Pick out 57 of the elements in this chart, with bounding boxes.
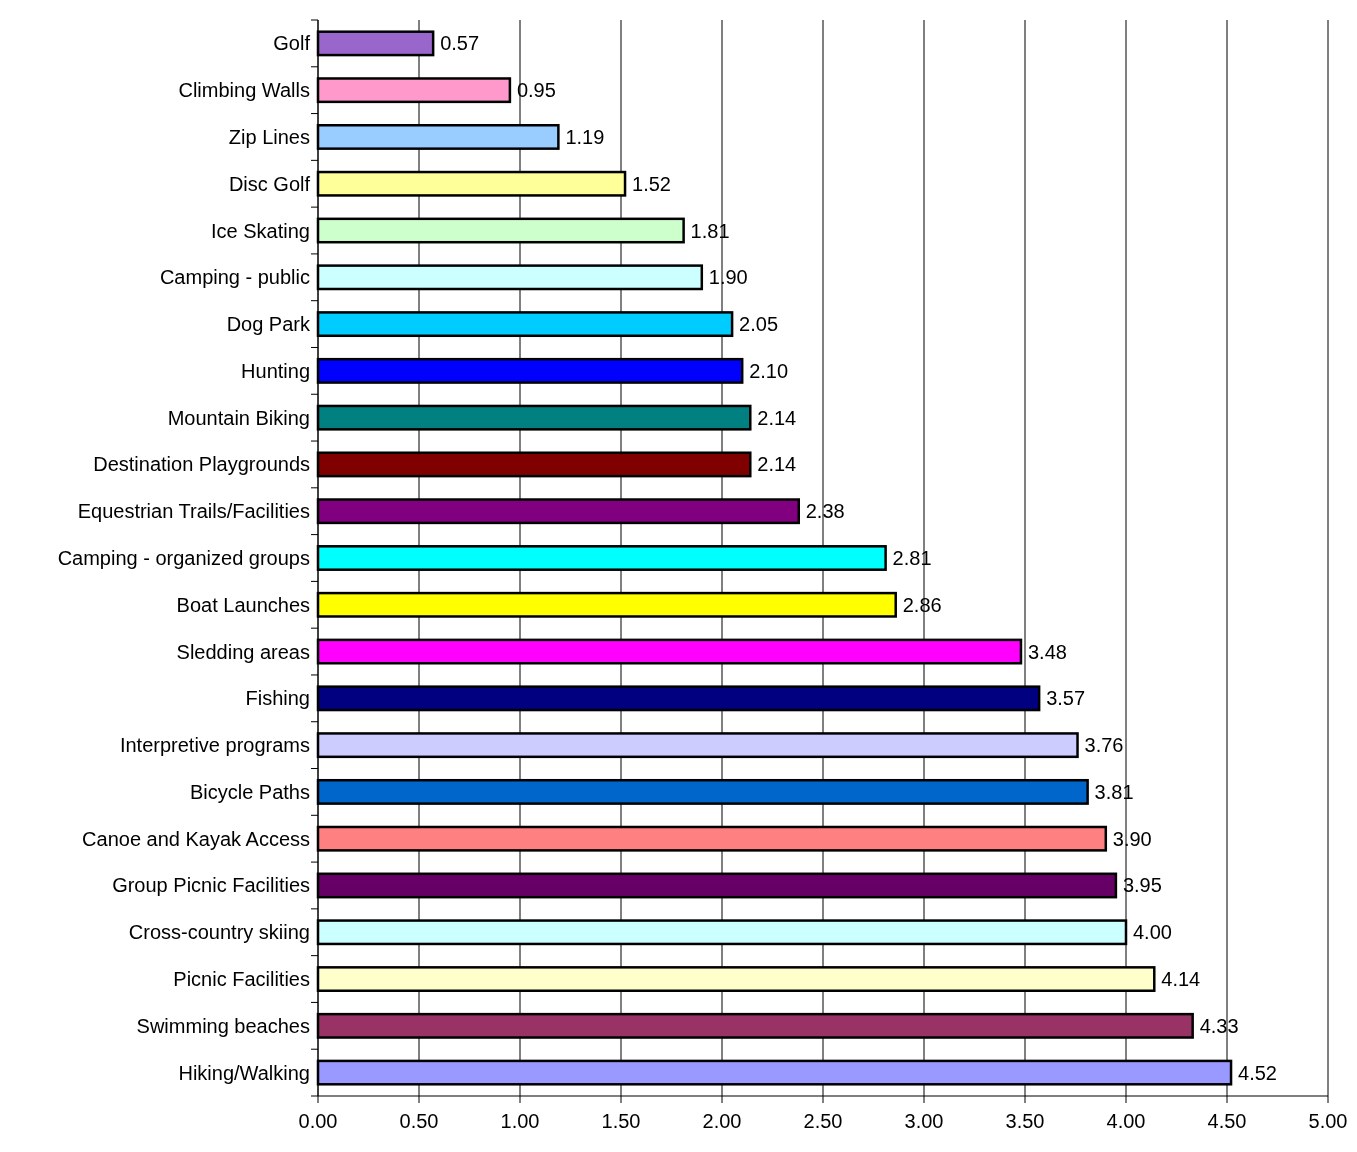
y-tick-label: Climbing Walls [178,79,310,102]
x-tick-label: 3.50 [1005,1110,1045,1132]
data-label: 1.90 [708,266,748,289]
data-label: 4.52 [1238,1061,1277,1084]
x-tick-label: 5.00 [1308,1110,1348,1132]
y-tick-label: Zip Lines [228,125,310,148]
x-tick-label: 1.00 [500,1110,540,1132]
y-tick-label: Hunting [241,359,310,382]
x-tick-label: 4.00 [1106,1110,1146,1132]
y-tick-label: Camping - public [159,266,310,289]
data-label: 3.90 [1112,827,1152,850]
data-label: 3.81 [1094,780,1134,803]
data-label: 1.81 [690,219,730,242]
data-label: 3.76 [1084,734,1124,757]
data-label: 2.10 [749,359,789,382]
data-label: 3.95 [1122,874,1162,897]
y-tick-label: Golf [273,32,311,55]
y-tick-label: Disc Golf [228,172,311,195]
x-tick-label: 0.00 [298,1110,338,1132]
x-tick-label: 0.50 [399,1110,439,1132]
data-label: 0.95 [516,79,556,102]
x-tick-label: 3.00 [904,1110,944,1132]
y-tick-label: Boat Launches [176,593,310,616]
y-tick-label: Camping - organized groups [57,547,310,569]
data-label: 4.33 [1199,1014,1239,1037]
y-tick-label: Swimming beaches [136,1014,310,1037]
data-label: 1.19 [565,125,605,148]
y-tick-label: Group Picnic Facilities [112,874,310,897]
data-label: 3.57 [1046,687,1086,710]
data-label: 0.57 [440,32,480,55]
data-label: 2.14 [757,453,797,476]
y-tick-label: Dog Park [226,313,311,336]
data-label: 1.52 [632,172,671,195]
y-tick-label: Equestrian Trails/Facilities [77,500,310,523]
y-tick-label: Sledding areas [176,640,310,663]
y-tick-label: Hiking/Walking [178,1061,310,1084]
data-label: 2.38 [805,500,845,523]
y-tick-label: Picnic Facilities [173,968,310,991]
data-label: 2.86 [902,593,942,616]
y-tick-label: Ice Skating [211,219,310,242]
y-tick-label: Mountain Biking [167,406,310,429]
y-tick-label: Bicycle Paths [189,780,310,803]
data-label: 4.14 [1161,968,1201,991]
y-tick-label: Interpretive programs [119,734,310,757]
data-label: 2.14 [757,406,797,429]
y-tick-label: Fishing [245,687,310,710]
data-label: 2.81 [892,547,932,569]
x-tick-label: 2.00 [702,1110,742,1132]
y-tick-label: Cross-country skiing [128,921,310,944]
y-tick-label: Canoe and Kayak Access [82,827,310,850]
x-tick-label: 2.50 [803,1110,843,1132]
x-tick-label: 1.50 [601,1110,641,1132]
data-label: 3.48 [1027,640,1067,663]
data-label: 4.00 [1133,921,1172,944]
y-tick-label: Destination Playgrounds [93,453,310,476]
x-tick-label: 4.50 [1207,1110,1247,1132]
data-label: 2.05 [739,313,779,336]
